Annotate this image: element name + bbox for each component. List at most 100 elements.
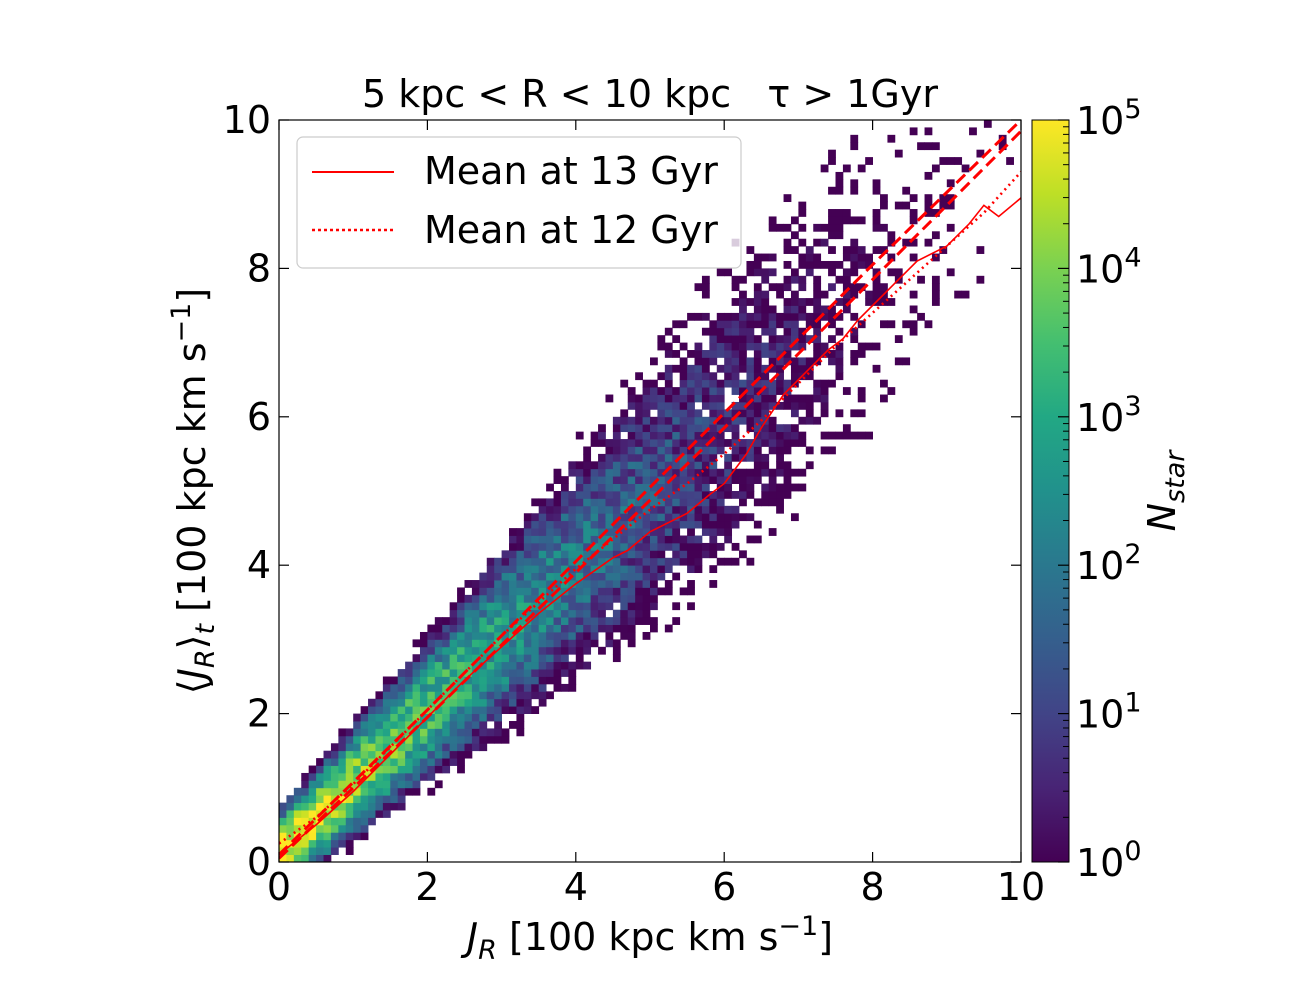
heatmap-cell xyxy=(664,350,673,358)
heatmap-cell xyxy=(679,401,688,410)
heatmap-cell xyxy=(716,364,725,373)
heatmap-cell xyxy=(494,624,502,633)
heatmap-cell xyxy=(679,468,688,477)
heatmap-cell xyxy=(798,298,807,306)
heatmap-cell xyxy=(368,772,376,781)
heatmap-cell xyxy=(486,631,495,640)
heatmap-cell xyxy=(449,602,458,611)
heatmap-cell xyxy=(842,431,851,440)
heatmap-cell xyxy=(753,439,762,447)
heatmap-cell xyxy=(657,476,666,484)
heatmap-cell xyxy=(501,676,510,685)
heatmap-cell xyxy=(338,839,347,848)
heatmap-cell xyxy=(872,186,881,195)
heatmap-cell xyxy=(635,535,643,544)
heatmap-cell xyxy=(805,446,814,455)
heatmap-cell xyxy=(842,387,851,395)
heatmap-cell xyxy=(939,157,948,165)
heatmap-cell xyxy=(813,416,822,425)
heatmap-cell xyxy=(620,513,629,522)
heatmap-cell xyxy=(434,713,443,722)
heatmap-cell xyxy=(842,268,851,277)
heatmap-cell xyxy=(672,557,681,566)
heatmap-cell xyxy=(753,320,762,329)
heatmap-cell xyxy=(427,661,436,670)
heatmap-cell xyxy=(657,565,666,574)
heatmap-cell xyxy=(546,550,554,559)
heatmap-cell xyxy=(590,483,599,492)
heatmap-cell xyxy=(716,424,725,433)
heatmap-cell xyxy=(442,765,451,774)
heatmap-cell xyxy=(427,765,436,774)
heatmap-cell xyxy=(820,387,829,395)
heatmap-cell xyxy=(672,394,681,403)
heatmap-cell xyxy=(805,409,814,418)
mean-13gyr-line xyxy=(279,197,1021,856)
heatmap-cell xyxy=(931,231,940,240)
heatmap-cell xyxy=(672,387,681,395)
heatmap-cell xyxy=(776,223,784,232)
heatmap-cell xyxy=(731,453,740,462)
heatmap-cell xyxy=(931,298,940,306)
heatmap-cell xyxy=(687,350,695,358)
heatmap-cell xyxy=(620,624,629,633)
heatmap-cell xyxy=(880,283,888,292)
y-tick-label: 4 xyxy=(247,543,271,587)
heatmap-cell xyxy=(523,676,532,685)
heatmap-cell xyxy=(605,594,614,603)
heatmap-cell xyxy=(575,587,584,596)
heatmap-cell xyxy=(316,787,324,796)
heatmap-cell xyxy=(523,669,532,677)
heatmap-cell xyxy=(330,787,339,796)
heatmap-cell xyxy=(345,758,354,766)
heatmap-cell xyxy=(709,476,718,484)
heatmap-cell xyxy=(575,513,584,522)
heatmap-cell xyxy=(687,535,695,544)
heatmap-cell xyxy=(590,535,599,544)
heatmap-cell xyxy=(746,476,755,484)
heatmap-cell xyxy=(739,446,747,455)
heatmap-cell xyxy=(850,142,859,151)
heatmap-cell xyxy=(338,750,347,759)
heatmap-cell xyxy=(642,535,651,544)
heatmap-cell xyxy=(590,461,599,470)
heatmap-cell xyxy=(598,461,606,470)
heatmap-cell xyxy=(434,669,443,677)
heatmap-cell xyxy=(887,298,896,306)
heatmap-cell xyxy=(850,253,859,262)
heatmap-cell xyxy=(583,602,592,611)
heatmap-cell xyxy=(375,706,384,714)
heatmap-cell xyxy=(531,528,540,536)
heatmap-cell xyxy=(330,832,339,841)
heatmap-cell xyxy=(813,387,822,395)
heatmap-cell xyxy=(753,253,762,262)
heatmap-cell xyxy=(776,483,784,492)
heatmap-cell xyxy=(657,557,666,566)
heatmap-cell xyxy=(679,446,688,455)
heatmap-cell xyxy=(442,713,451,722)
heatmap-cell xyxy=(687,387,695,395)
heatmap-cell xyxy=(761,453,770,462)
heatmap-cell xyxy=(523,654,532,663)
heatmap-cell xyxy=(724,453,733,462)
heatmap-cell xyxy=(338,743,347,752)
heatmap-cell xyxy=(486,557,495,566)
heatmap-cell xyxy=(531,617,540,625)
heatmap-cell xyxy=(820,379,829,388)
heatmap-cell xyxy=(701,446,710,455)
heatmap-cell xyxy=(516,631,525,640)
heatmap-cell xyxy=(375,750,384,759)
heatmap-cell xyxy=(575,617,584,625)
heatmap-cell xyxy=(694,312,703,321)
heatmap-cell xyxy=(716,409,725,418)
heatmap-cell xyxy=(531,683,540,692)
heatmap-cell xyxy=(494,617,502,625)
heatmap-cell xyxy=(605,572,614,581)
heatmap-cell xyxy=(412,735,421,744)
heatmap-cell xyxy=(783,350,792,358)
heatmap-cell xyxy=(687,483,695,492)
heatmap-cell xyxy=(412,758,421,766)
heatmap-cell xyxy=(486,580,495,588)
heatmap-cell xyxy=(761,379,770,388)
heatmap-cell xyxy=(538,520,547,529)
